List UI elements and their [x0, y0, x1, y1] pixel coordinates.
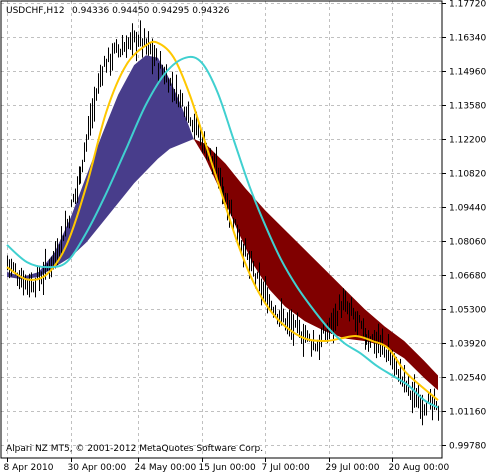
price-tick-label: 1.10820	[449, 170, 486, 180]
copyright-label: Alpari NZ MT5, © 2001-2012 MetaQuotes So…	[6, 444, 263, 454]
price-tick-label: 1.05300	[449, 306, 486, 316]
price-tick-label: 1.17720	[449, 0, 486, 10]
price-tick-label: 1.12200	[449, 136, 486, 146]
moving-average-lines	[6, 40, 439, 409]
price-tick-label: 1.01160	[449, 408, 486, 418]
time-tick-label: 20 Aug 00:00	[389, 463, 450, 473]
price-axis: 1.17720 1.16340 1.14960 1.13580 1.12200 1.108…	[442, 0, 486, 452]
price-tick-label: 1.08060	[449, 238, 486, 248]
time-tick-label: 15 Jun 00:00	[199, 463, 256, 473]
time-tick-label: 8 Apr 2010	[4, 463, 54, 473]
fast-ma-line	[6, 40, 439, 401]
price-tick-label: 1.13580	[449, 102, 486, 112]
price-tick-label: 1.16340	[449, 34, 486, 44]
price-bars	[7, 20, 439, 426]
time-tick-label: 24 May 00:00	[135, 463, 197, 473]
slow-ma-line	[6, 55, 439, 409]
time-tick-label: 30 Apr 00:00	[68, 463, 127, 473]
time-tick-label: 29 Jul 00:00	[326, 463, 380, 473]
price-tick-label: 1.09440	[449, 204, 486, 214]
time-axis: 8 Apr 2010 30 Apr 00:00 24 May 00:00 15 Jun…	[4, 458, 450, 473]
time-tick-label: 7 Jul 00:00	[262, 463, 311, 473]
price-tick-label: 0.99780	[449, 442, 486, 452]
plot-frame	[0, 0, 443, 459]
price-tick-label: 1.03920	[449, 340, 486, 350]
price-tick-label: 1.02540	[449, 374, 486, 384]
cloud-band-up	[7, 55, 194, 280]
ohlc-values: 0.94336 0.94450 0.94295 0.94326	[72, 6, 230, 16]
symbol-timeframe-label: USDCHF,H12	[6, 6, 65, 16]
price-tick-label: 1.14960	[449, 68, 486, 78]
price-tick-label: 1.06680	[449, 272, 486, 282]
